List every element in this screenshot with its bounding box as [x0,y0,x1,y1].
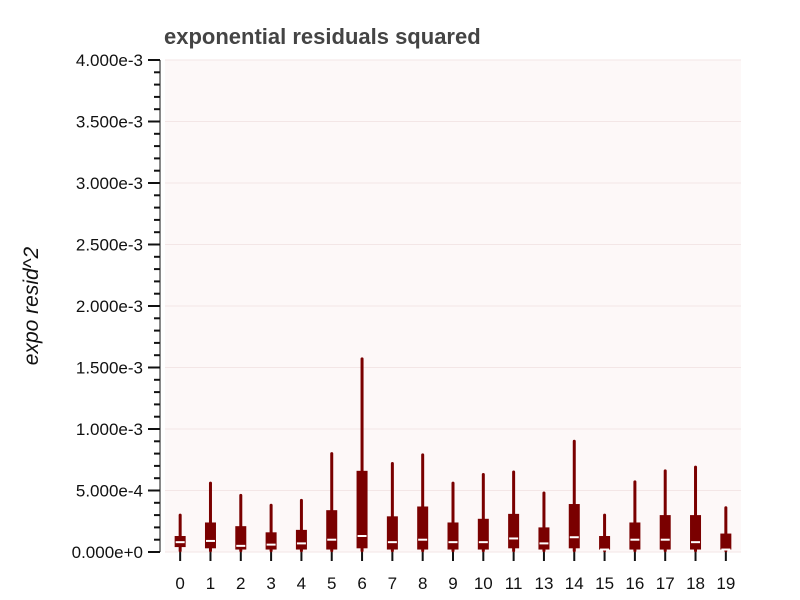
x-tick-label: 1 [206,574,215,593]
box-iqr [326,510,338,550]
box-iqr [720,533,732,550]
y-axis: 0.000e+0 5.000e-4 1.000e-3 1.500e-3 2.000e-3… [72,51,161,562]
box-iqr [295,529,307,550]
x-tick-label: 19 [716,574,735,593]
box-iqr [659,515,671,550]
x-tick-label: 13 [534,574,553,593]
boxplots [174,357,732,553]
x-tick-label: 10 [474,574,493,593]
box-iqr [447,522,459,550]
box-iqr [690,515,702,550]
box-iqr [629,522,641,550]
x-tick-label: 9 [448,574,457,593]
y-tick-label: 3.500e-3 [76,113,143,132]
chart-title: exponential residuals squared [164,24,481,49]
box-iqr [568,504,580,549]
x-tick-label: 8 [418,574,427,593]
x-tick-label: 4 [297,574,306,593]
x-tick-label: 3 [266,574,275,593]
box-iqr [508,513,520,549]
box-iqr [204,522,216,549]
x-tick-label: 6 [357,574,366,593]
x-tick-label: 15 [595,574,614,593]
x-tick-label: 16 [625,574,644,593]
y-tick-label: 1.000e-3 [76,420,143,439]
y-tick-label: 5.000e-4 [76,482,143,501]
box-iqr [386,516,398,550]
x-tick-label: 2 [236,574,245,593]
box-iqr [417,506,429,550]
x-tick-label: 17 [656,574,675,593]
y-axis-label: expo resid^2 [20,246,43,365]
x-tick-label: 14 [565,574,584,593]
y-tick-label: 3.000e-3 [76,174,143,193]
box-iqr [356,470,368,549]
x-tick-label: 7 [388,574,397,593]
box-iqr [477,518,489,550]
x-axis: 0 1 2 3 4 5 6 7 8 9 10 11 13 14 15 16 17 18 19 [175,552,735,593]
x-tick-label: 11 [505,574,523,593]
y-tick-label: 2.500e-3 [76,236,143,255]
box-iqr [599,536,611,550]
box-iqr [265,532,277,550]
x-tick-label: 5 [327,574,336,593]
box-iqr [235,526,247,550]
box-iqr [538,527,550,550]
y-tick-label: 1.500e-3 [76,359,143,378]
x-tick-label: 0 [175,574,184,593]
y-tick-label: 2.000e-3 [76,297,143,316]
y-tick-label: 4.000e-3 [76,51,143,70]
x-tick-label: 18 [686,574,705,593]
y-tick-label: 0.000e+0 [72,543,143,562]
